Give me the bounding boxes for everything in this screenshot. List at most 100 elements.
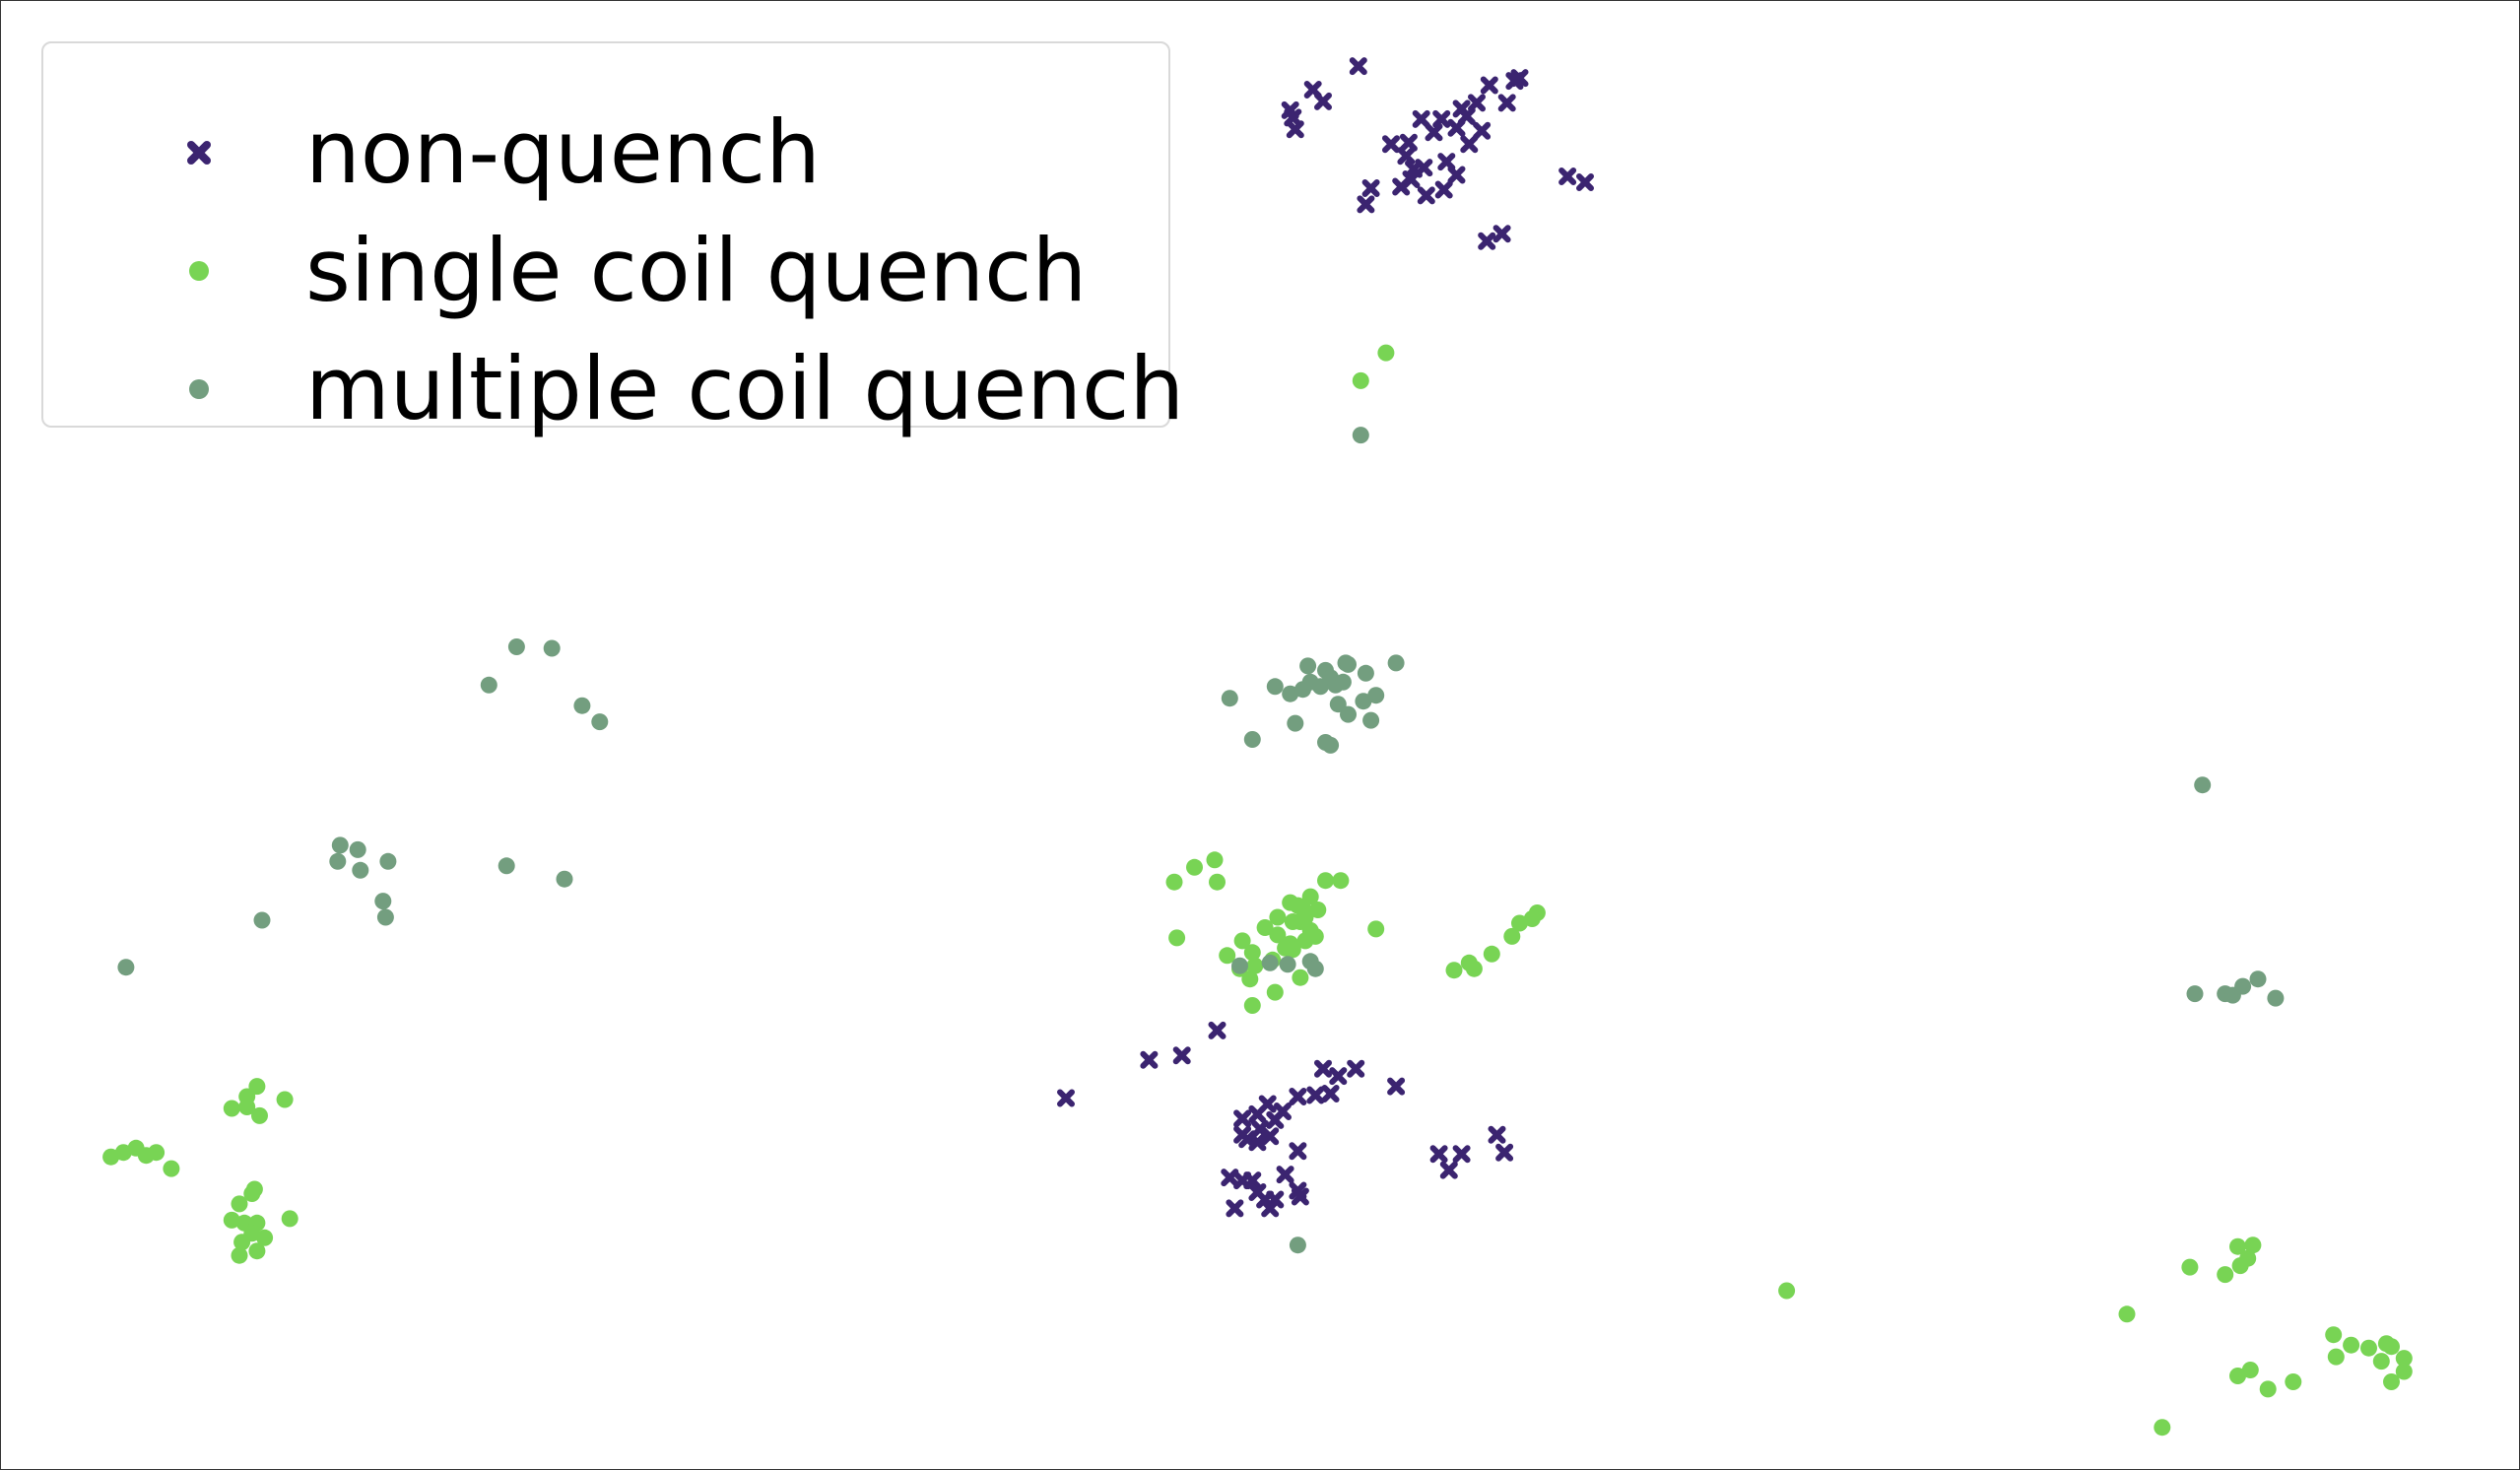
legend-entry-non-quench: non-quench	[43, 99, 1168, 207]
data-point-x	[1476, 125, 1488, 137]
data-point-x	[1400, 150, 1412, 162]
data-point-dot	[2194, 776, 2211, 793]
data-point-x	[1408, 164, 1420, 175]
data-point-dot	[1353, 427, 1369, 443]
data-point-dot	[1302, 922, 1319, 939]
data-point-x	[1287, 111, 1298, 123]
data-point-x	[1292, 1091, 1303, 1102]
data-point-x	[1440, 156, 1452, 167]
data-point-x	[1451, 169, 1463, 181]
data-point-x	[1317, 96, 1329, 107]
data-point-dot	[232, 1247, 248, 1264]
data-point-x	[1390, 1081, 1402, 1093]
data-point-dot	[1287, 715, 1303, 732]
legend-label: single coil quench	[305, 228, 1087, 314]
series-single-coil-quench	[102, 345, 2413, 1437]
data-point-dot	[1362, 712, 1379, 729]
data-point-x	[1353, 60, 1364, 72]
data-point-dot	[2373, 1353, 2390, 1370]
data-point-dot	[498, 857, 515, 874]
data-point-dot	[1186, 859, 1203, 876]
data-point-dot	[1269, 909, 1286, 926]
data-point-x	[1385, 138, 1397, 150]
legend-marker-dot-icon	[166, 238, 232, 303]
data-point-dot	[1285, 941, 1301, 958]
data-point-dot	[1353, 372, 1369, 389]
data-point-x	[1317, 1063, 1329, 1075]
legend-entry-multiple-coil-quench: multiple coil quench	[43, 335, 1168, 443]
data-point-x	[1325, 1088, 1337, 1100]
data-point-dot	[243, 1185, 260, 1202]
legend-label: multiple coil quench	[305, 346, 1184, 433]
data-point-dot	[277, 1092, 294, 1108]
data-point-x	[1484, 80, 1495, 92]
data-point-dot	[1529, 904, 1546, 921]
data-point-dot	[1207, 851, 1224, 868]
data-point-x	[1251, 1136, 1263, 1148]
data-point-x	[1350, 1063, 1361, 1075]
data-point-dot	[1307, 961, 1324, 977]
data-point-dot	[1358, 665, 1374, 682]
data-point-dot	[1209, 874, 1226, 891]
legend-entry-single-coil-quench: single coil quench	[43, 217, 1168, 325]
data-point-x	[1496, 228, 1508, 239]
data-point-x	[1280, 1169, 1292, 1180]
data-point-dot	[1299, 657, 1316, 674]
data-point-dot	[2260, 1380, 2277, 1397]
data-point-x	[1501, 97, 1513, 108]
series-multiple-coil-quench	[117, 427, 2284, 1253]
data-point-dot	[2181, 1259, 2198, 1276]
data-point-x	[1456, 1148, 1468, 1160]
data-point-dot	[117, 959, 134, 975]
data-point-x	[1428, 126, 1440, 138]
data-point-dot	[2328, 1349, 2345, 1366]
data-point-dot	[2154, 1419, 2170, 1436]
data-point-x	[1471, 97, 1483, 108]
data-point-x	[1143, 1054, 1155, 1066]
data-point-dot	[254, 912, 271, 929]
data-point-x	[1309, 1090, 1321, 1102]
legend-marker-dot-icon	[166, 357, 232, 422]
data-point-dot	[2217, 1266, 2233, 1283]
data-point-dot	[2360, 1340, 2377, 1357]
legend-marker-x-icon	[166, 120, 232, 185]
data-point-x	[1212, 1025, 1224, 1036]
data-point-x	[1498, 1147, 1510, 1159]
data-point-dot	[2267, 990, 2284, 1007]
data-point-dot	[1244, 997, 1261, 1014]
data-point-dot	[591, 713, 608, 730]
data-point-dot	[2187, 985, 2204, 1002]
data-point-x	[1492, 1129, 1503, 1141]
data-point-dot	[1280, 956, 1296, 972]
data-point-dot	[1244, 731, 1261, 748]
legend-label: non-quench	[305, 109, 821, 196]
data-point-dot	[1222, 690, 1238, 706]
data-point-x	[1292, 1185, 1303, 1197]
data-point-dot	[1262, 955, 1279, 971]
data-point-dot	[1267, 984, 1284, 1001]
data-point-dot	[2383, 1338, 2400, 1355]
data-point-dot	[573, 698, 590, 714]
data-point-dot	[2383, 1373, 2400, 1390]
data-point-dot	[544, 640, 561, 657]
data-point-dot	[352, 862, 368, 879]
data-point-x	[1332, 1070, 1344, 1082]
data-point-dot	[1377, 345, 1394, 362]
data-point-dot	[2244, 1236, 2261, 1253]
data-point-x	[1395, 181, 1407, 193]
data-point-dot	[2229, 1238, 2246, 1255]
data-point-x	[1463, 138, 1475, 150]
data-point-dot	[1317, 872, 1334, 889]
data-point-dot	[1367, 687, 1384, 703]
data-point-dot	[350, 841, 366, 858]
data-point-dot	[1340, 656, 1357, 673]
data-point-dot	[329, 853, 346, 870]
data-point-dot	[282, 1210, 298, 1227]
data-point-dot	[481, 677, 497, 694]
data-point-dot	[1292, 969, 1308, 986]
data-point-dot	[508, 638, 525, 655]
data-point-dot	[1290, 898, 1306, 914]
data-point-x	[1228, 1202, 1240, 1214]
data-point-dot	[332, 836, 349, 853]
data-point-dot	[1778, 1283, 1795, 1300]
